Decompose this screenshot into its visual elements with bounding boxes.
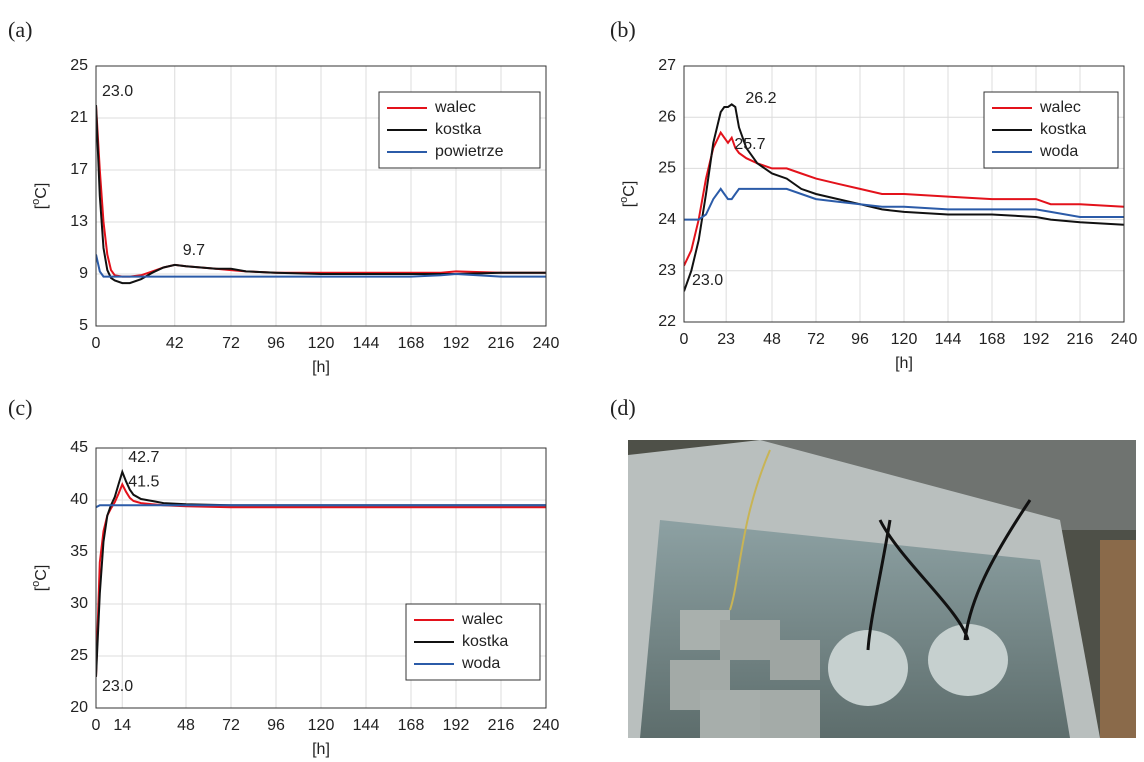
x-tick-label: 216 xyxy=(488,717,515,734)
x-tick-label: 72 xyxy=(222,335,240,352)
y-tick-label: 5 xyxy=(79,317,88,334)
y-tick-label: 25 xyxy=(70,647,88,664)
legend-label: woda xyxy=(1039,143,1078,160)
y-tick-label: 40 xyxy=(70,491,88,508)
x-tick-label: 14 xyxy=(113,717,131,734)
y-tick-label: 26 xyxy=(658,108,676,125)
x-tick-label: 168 xyxy=(398,717,425,734)
panel-label: (c) xyxy=(8,395,32,420)
x-axis-label: [h] xyxy=(895,355,913,372)
x-tick-label: 144 xyxy=(353,717,380,734)
annotation: 23.0 xyxy=(102,678,133,695)
plot-frame xyxy=(683,65,1125,323)
plot-frame xyxy=(95,65,547,327)
legend-label: walec xyxy=(461,611,503,628)
y-axis-label-part: C] xyxy=(33,565,50,581)
panel-label: (d) xyxy=(610,395,636,420)
annotation: 23.0 xyxy=(102,83,133,100)
legend-label: woda xyxy=(461,655,500,672)
x-tick-label: 120 xyxy=(308,335,335,352)
series-line xyxy=(96,504,546,509)
y-tick-label: 17 xyxy=(70,161,88,178)
legend-label: walec xyxy=(1039,99,1081,116)
legend-label: kostka xyxy=(435,121,481,138)
y-tick-label: 13 xyxy=(70,213,88,230)
y-tick-label: 35 xyxy=(70,543,88,560)
x-tick-label: 144 xyxy=(935,331,962,348)
x-tick-label: 192 xyxy=(443,717,470,734)
x-tick-label: 96 xyxy=(851,331,869,348)
annotation: 26.2 xyxy=(745,90,776,107)
photo xyxy=(628,440,1136,738)
x-tick-label: 0 xyxy=(92,717,101,734)
x-axis-label: [h] xyxy=(312,741,330,758)
y-tick-label: 22 xyxy=(658,313,676,330)
series-line xyxy=(684,130,1124,267)
annotation: 25.7 xyxy=(734,136,765,153)
x-tick-label: 144 xyxy=(353,335,380,352)
y-tick-label: 20 xyxy=(70,699,88,716)
panel-label: (b) xyxy=(610,17,636,42)
y-axis-label: [oC] xyxy=(30,565,50,592)
annotation: 42.7 xyxy=(128,449,159,466)
x-tick-label: 48 xyxy=(177,717,195,734)
x-tick-label: 240 xyxy=(533,335,560,352)
y-tick-label: 21 xyxy=(70,109,88,126)
x-tick-label: 240 xyxy=(533,717,560,734)
annotation: 23.0 xyxy=(692,272,723,289)
series-line xyxy=(684,103,1124,292)
x-tick-label: 168 xyxy=(398,335,425,352)
legend-label: kostka xyxy=(462,633,508,650)
y-tick-label: 25 xyxy=(658,160,676,177)
y-axis-label-part: o xyxy=(30,199,42,205)
legend-label: kostka xyxy=(1040,121,1086,138)
x-tick-label: 23 xyxy=(717,331,735,348)
x-tick-label: 96 xyxy=(267,335,285,352)
y-axis-label: [oC] xyxy=(30,183,50,210)
y-axis-label-part: [ xyxy=(33,586,50,591)
y-axis-label-part: C] xyxy=(33,183,50,199)
series-line xyxy=(684,187,1124,221)
y-axis-label-part: [ xyxy=(621,202,638,207)
y-tick-label: 45 xyxy=(70,439,88,456)
x-tick-label: 72 xyxy=(807,331,825,348)
annotation: 9.7 xyxy=(183,242,205,259)
y-tick-label: 9 xyxy=(79,265,88,282)
y-axis-label-part: o xyxy=(618,197,630,203)
x-tick-label: 0 xyxy=(680,331,689,348)
panel-label: (a) xyxy=(8,17,32,42)
x-tick-label: 192 xyxy=(443,335,470,352)
x-tick-label: 216 xyxy=(1067,331,1094,348)
y-axis-label: [oC] xyxy=(618,181,638,208)
series-line xyxy=(96,254,546,278)
series-line xyxy=(96,104,546,285)
y-tick-label: 27 xyxy=(658,57,676,74)
y-tick-label: 24 xyxy=(658,211,676,228)
x-tick-label: 120 xyxy=(891,331,918,348)
legend-label: walec xyxy=(434,99,476,116)
x-tick-label: 120 xyxy=(308,717,335,734)
x-tick-label: 42 xyxy=(166,335,184,352)
annotation: 41.5 xyxy=(128,474,159,491)
x-tick-label: 96 xyxy=(267,717,285,734)
x-axis-label: [h] xyxy=(312,359,330,376)
y-axis-label-part: o xyxy=(30,581,42,587)
y-tick-label: 30 xyxy=(70,595,88,612)
y-tick-label: 25 xyxy=(70,57,88,74)
x-tick-label: 0 xyxy=(92,335,101,352)
y-axis-label-part: C] xyxy=(621,181,638,197)
x-tick-label: 168 xyxy=(979,331,1006,348)
x-tick-label: 72 xyxy=(222,717,240,734)
y-tick-label: 23 xyxy=(658,262,676,279)
x-tick-label: 192 xyxy=(1023,331,1050,348)
plot-frame xyxy=(95,447,547,709)
y-axis-label-part: [ xyxy=(33,204,50,209)
x-tick-label: 48 xyxy=(763,331,781,348)
x-tick-label: 240 xyxy=(1111,331,1138,348)
x-tick-label: 216 xyxy=(488,335,515,352)
legend-label: powietrze xyxy=(435,143,504,160)
